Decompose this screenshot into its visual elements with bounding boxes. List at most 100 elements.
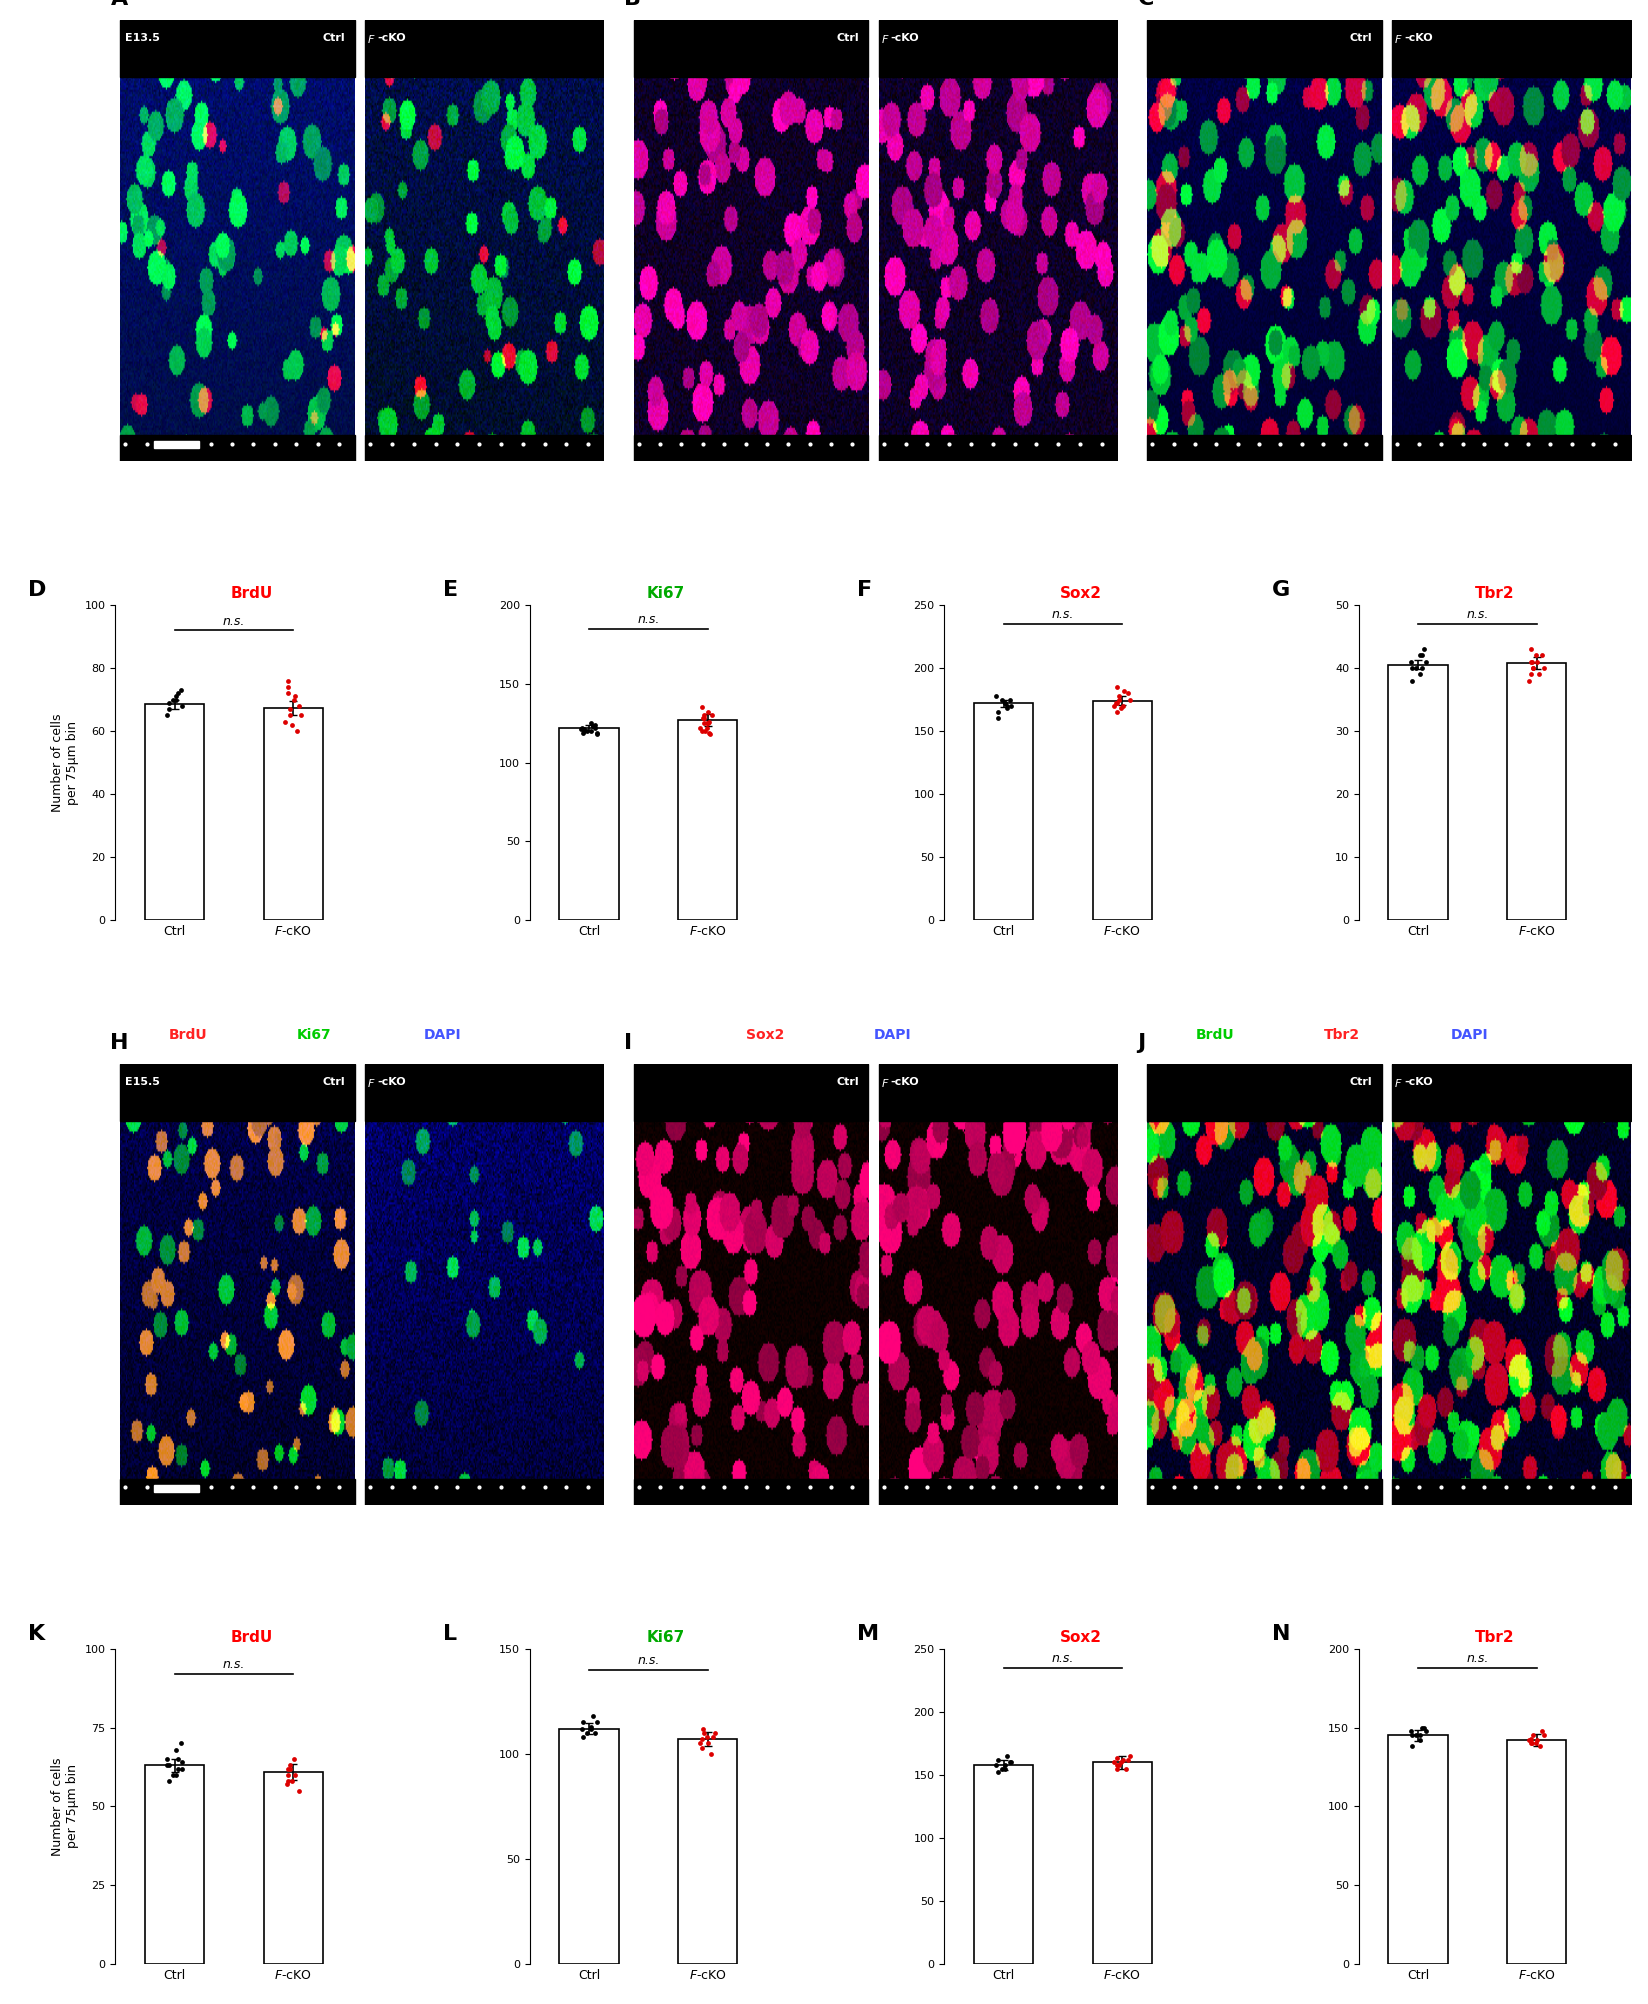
Point [163, 683, 190, 715]
Point [989, 683, 1015, 715]
Text: -cKO: -cKO [890, 1076, 920, 1086]
Point [999, 689, 1025, 721]
Text: n.s.: n.s. [1051, 609, 1074, 621]
Point [155, 699, 181, 731]
Bar [145, 703, 204, 920]
Point [582, 709, 608, 741]
Text: Ctrl: Ctrl [323, 1076, 344, 1086]
Point [277, 693, 303, 725]
Point [574, 1717, 600, 1749]
Point [1398, 645, 1424, 677]
Point [572, 715, 598, 747]
Point [157, 687, 183, 719]
Text: DAPI: DAPI [873, 1028, 911, 1042]
Y-axis label: Number of cells
per 75μm bin: Number of cells per 75μm bin [51, 713, 79, 812]
Point [694, 707, 720, 739]
Text: J: J [1137, 1032, 1145, 1052]
Point [578, 1711, 605, 1743]
Point [275, 671, 302, 703]
Point [282, 679, 308, 711]
Text: G: G [1272, 579, 1290, 599]
Text: $\it{F}$: $\it{F}$ [880, 1076, 890, 1088]
Text: DAPI: DAPI [424, 1028, 461, 1042]
Point [1529, 1715, 1556, 1747]
Bar [1389, 665, 1447, 920]
Text: $\it{F}$: $\it{F}$ [880, 34, 890, 46]
Point [1526, 657, 1552, 689]
Point [687, 1727, 714, 1760]
Bar [878, 1479, 1117, 1505]
Point [570, 713, 597, 745]
Point [570, 1705, 597, 1737]
Point [157, 1766, 183, 1798]
Point [163, 679, 190, 711]
Bar [1393, 435, 1632, 461]
Text: Sox2: Sox2 [747, 1028, 784, 1042]
Point [691, 701, 717, 733]
Point [1531, 1719, 1557, 1751]
Point [1528, 1729, 1554, 1762]
Point [277, 699, 303, 731]
Point [1111, 675, 1137, 707]
Point [1409, 639, 1435, 671]
Point [157, 1749, 183, 1782]
Bar [1393, 1479, 1632, 1505]
Point [689, 691, 715, 723]
Point [160, 1760, 186, 1792]
Text: Ki67: Ki67 [297, 1028, 331, 1042]
Text: $\it{F}$: $\it{F}$ [368, 1076, 376, 1088]
Bar [1147, 1064, 1381, 1120]
Point [1402, 651, 1429, 683]
Point [994, 691, 1020, 723]
Text: A: A [110, 0, 127, 10]
Point [1107, 1745, 1134, 1778]
Text: I: I [625, 1032, 633, 1052]
Text: Ctrl: Ctrl [323, 34, 344, 44]
Point [157, 693, 183, 725]
Point [1117, 683, 1144, 715]
Bar [1393, 1064, 1632, 1120]
Point [1516, 1723, 1543, 1756]
Point [275, 1760, 302, 1792]
Point [691, 707, 717, 739]
Text: Ctrl: Ctrl [1350, 1076, 1373, 1086]
Point [577, 707, 603, 739]
Point [1398, 1715, 1424, 1747]
Bar [264, 707, 323, 920]
Point [282, 1760, 308, 1792]
Bar [1389, 1735, 1447, 1964]
Point [1106, 683, 1132, 715]
Point [1412, 645, 1439, 677]
Text: -cKO: -cKO [1404, 34, 1432, 44]
Point [986, 695, 1012, 727]
Text: n.s.: n.s. [638, 613, 659, 625]
Text: E15.5: E15.5 [125, 1076, 160, 1086]
Point [694, 1721, 720, 1754]
Title: Tbr2: Tbr2 [1475, 585, 1515, 601]
Bar [1506, 663, 1566, 920]
Point [689, 715, 715, 747]
Text: BrdU: BrdU [170, 1028, 208, 1042]
Bar [677, 719, 737, 920]
Title: Sox2: Sox2 [1060, 1629, 1101, 1645]
Point [695, 707, 722, 739]
Point [1399, 1719, 1426, 1751]
Point [691, 699, 717, 731]
Y-axis label: Number of cells
per 75μm bin: Number of cells per 75μm bin [51, 1758, 79, 1856]
Point [1114, 677, 1140, 709]
Point [986, 701, 1012, 733]
Point [288, 699, 315, 731]
Bar [1147, 435, 1381, 461]
Text: $\it{F}$: $\it{F}$ [1394, 1076, 1402, 1088]
Bar [634, 20, 868, 78]
Text: Ctrl: Ctrl [836, 1076, 859, 1086]
Text: $\it{F}$: $\it{F}$ [368, 34, 376, 46]
Bar [974, 1766, 1033, 1964]
Bar [366, 20, 603, 78]
Point [1106, 1749, 1132, 1782]
Point [580, 1699, 606, 1731]
Point [1104, 1751, 1131, 1784]
Point [1411, 633, 1437, 665]
Point [700, 1721, 727, 1754]
Point [1523, 1727, 1549, 1760]
